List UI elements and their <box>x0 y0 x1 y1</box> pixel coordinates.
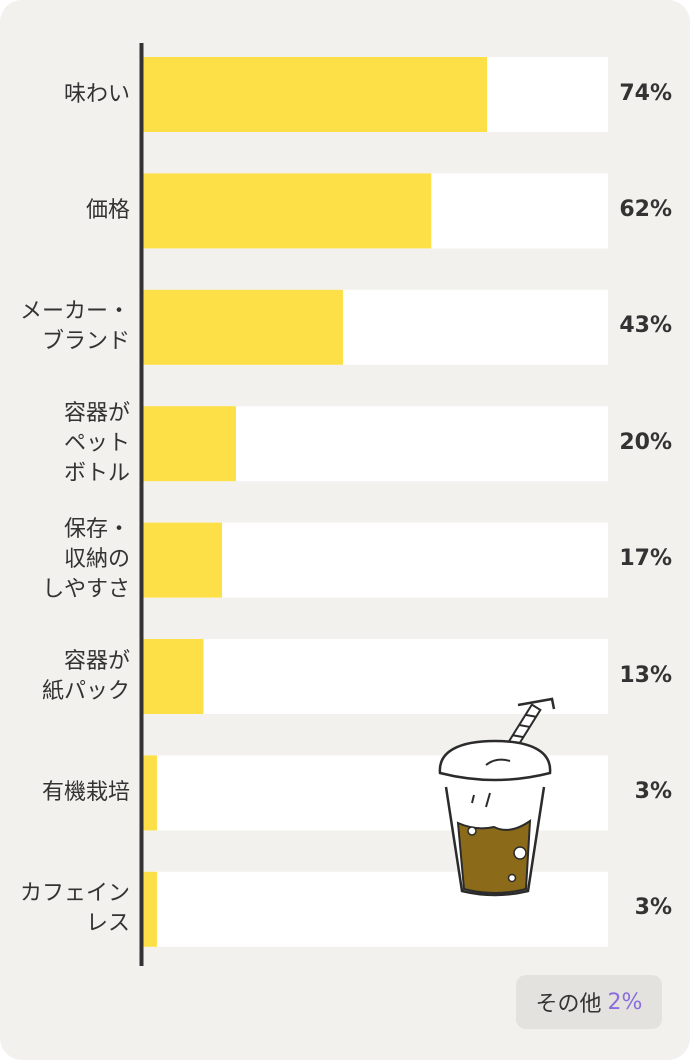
bar <box>143 289 343 365</box>
bar <box>143 871 157 947</box>
category-label: メーカー・ ブランド <box>19 299 130 355</box>
category-label: 味わい <box>63 81 130 107</box>
value-label: 3% <box>634 778 672 804</box>
value-label: 17% <box>619 546 672 572</box>
bar-track <box>143 871 608 947</box>
value-label: 62% <box>619 196 672 222</box>
bar <box>143 57 488 132</box>
value-label: 43% <box>619 313 672 339</box>
bar <box>143 406 236 482</box>
value-label: 74% <box>619 80 672 106</box>
category-label: 容器が 紙パック <box>41 648 130 704</box>
bar <box>143 639 204 714</box>
category-label: 容器が ペット ボトル <box>63 400 130 486</box>
value-label: 3% <box>634 895 672 921</box>
category-label: カフェイン レス <box>19 881 130 937</box>
category-label: 保存・ 収納の しやすさ <box>42 517 130 603</box>
bar-track <box>143 639 608 714</box>
bar <box>143 173 432 249</box>
bar <box>143 522 223 598</box>
category-label: 有機栽培 <box>41 779 130 805</box>
category-label: 価格 <box>85 197 130 223</box>
value-label: 13% <box>619 662 672 688</box>
other-value: 2% <box>607 989 643 1015</box>
other-label: その他 <box>535 992 602 1017</box>
value-label: 20% <box>619 429 672 455</box>
iced-coffee-cup-icon <box>438 697 556 897</box>
other-badge: その他 2% <box>516 975 662 1029</box>
bar <box>143 755 157 831</box>
